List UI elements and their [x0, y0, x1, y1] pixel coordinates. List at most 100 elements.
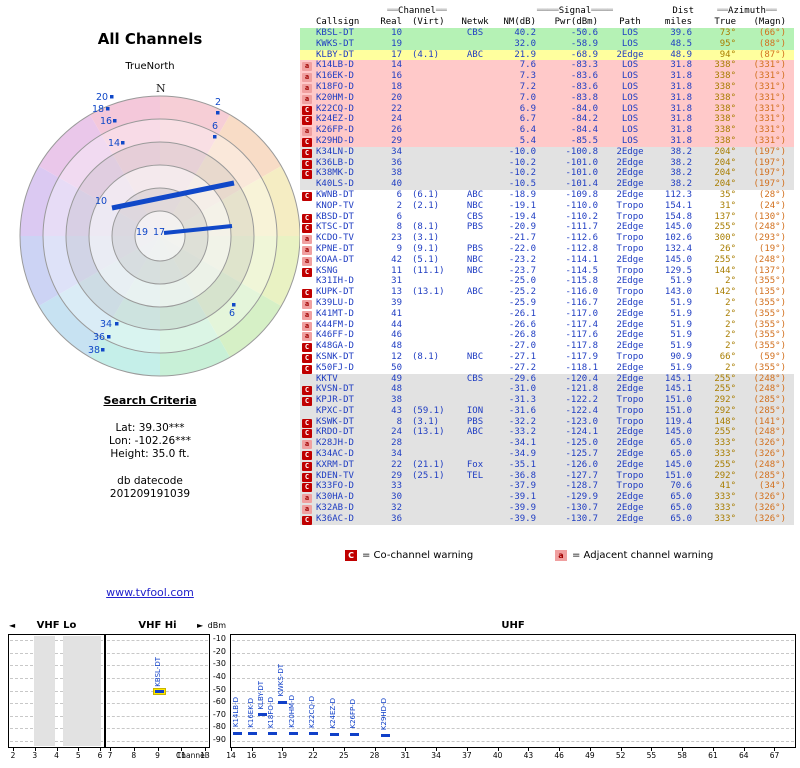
nm-db-cell: -34.9	[508, 449, 536, 460]
warning-marker-cell: C	[300, 384, 314, 396]
warning-marker-cell: C	[300, 158, 314, 170]
azimuth-group-header: ══Azimuth══	[717, 6, 777, 16]
azimuth-true-cell: 338°	[714, 114, 736, 125]
azimuth-magn-cell: (331°)	[753, 103, 786, 114]
callsign-cell: KDEN-TV	[316, 470, 354, 481]
channel-tick-label: 22	[308, 751, 318, 760]
channel-tick-label: 43	[523, 751, 534, 760]
virtual-channel-cell: (6.1)	[412, 189, 440, 200]
channel-tick-label: 6	[97, 751, 103, 760]
dbm-tick-label: -30	[212, 659, 226, 669]
distance-cell: 132.4	[664, 243, 692, 254]
radar-ring	[88, 164, 232, 308]
co-channel-warning-icon: C	[302, 343, 312, 353]
nm-db-cell: -21.7	[508, 233, 536, 244]
path-cell: 2Edge	[616, 492, 644, 503]
co-channel-warning-icon: C	[302, 418, 312, 428]
power-cell: -83.8	[570, 92, 598, 103]
channel-tick-mark	[436, 748, 438, 751]
network-cell: ABC	[466, 49, 484, 60]
callsign-cell: K36AC-D	[316, 513, 354, 524]
real-channel-cell: 12	[391, 351, 402, 362]
distance-cell: 70.6	[670, 481, 692, 492]
station-dot	[216, 111, 220, 115]
path-cell: 2Edge	[616, 308, 644, 319]
nm-db-cell: -27.1	[508, 351, 536, 362]
network-cell	[454, 179, 496, 190]
adjacent-channel-warning-icon: a	[302, 299, 312, 309]
azimuth-magn-cell: (331°)	[753, 135, 786, 146]
power-cell: -50.6	[570, 28, 598, 38]
warning-marker-cell: C	[300, 471, 314, 483]
azimuth-magn-cell: (248°)	[753, 459, 786, 470]
channel-tick-mark	[620, 748, 622, 751]
real-channel-cell: 36	[391, 513, 402, 524]
channel-tick-mark	[528, 748, 530, 751]
table-row: C K50FJ-D 50 -27.2 -118.1 2Edge 51.9 2° (355°)	[300, 362, 794, 374]
table-row: C KPJR-DT 38 -31.3 -122.2 Tropo 151.0 292° (285°…	[300, 395, 794, 407]
azimuth-magn-cell: (248°)	[753, 222, 786, 233]
signal-path-line	[163, 224, 233, 235]
real-channel-cell: 20	[391, 92, 402, 103]
dbm-gridline	[232, 715, 794, 717]
channel-tick-label: 46	[554, 751, 564, 760]
channel-tick-mark	[682, 748, 684, 751]
nm-db-cell: 6.4	[519, 125, 536, 136]
nm-db-cell: -22.0	[508, 243, 536, 254]
co-channel-legend: C = Co-channel warning	[345, 550, 473, 561]
channel-tick-label: 5	[75, 751, 81, 760]
table-row: C K48GA-D 48 -27.0 -117.8 2Edge 51.9 2° (355°)	[300, 341, 794, 353]
callsign-cell: KPJR-DT	[316, 395, 354, 406]
virtual-channel-cell: (13.1)	[412, 427, 445, 438]
nm-db-cell: -27.2	[508, 362, 536, 373]
azimuth-magn-cell: (24°)	[758, 200, 786, 211]
azimuth-true-cell: 338°	[714, 103, 736, 114]
nm-db-cell: -31.0	[508, 384, 536, 395]
power-cell: -120.4	[565, 373, 598, 384]
callsign-cell: K18FO-D	[316, 81, 354, 92]
virtual-channel-cell: (3.1)	[412, 416, 440, 427]
co-channel-warning-icon: C	[345, 550, 357, 561]
power-cell: -122.2	[565, 395, 598, 406]
table-row: a K30HA-D 30 -39.1 -129.9 2Edge 65.0 333° (326°)	[300, 492, 794, 504]
callsign-cell: K41MT-D	[316, 308, 354, 319]
azimuth-magn-cell: (28°)	[758, 189, 786, 200]
real-channel-cell: 34	[391, 146, 402, 157]
tvfool-link[interactable]: www.tvfool.com	[106, 586, 194, 599]
station-dot	[121, 141, 125, 145]
warning-marker-cell: C	[300, 222, 314, 234]
path-cell: Tropo	[616, 470, 644, 481]
channel-group-header: ══Channel══	[387, 6, 447, 16]
height-value: Height: 35.0 ft.	[110, 448, 190, 460]
callsign-cell: K33FO-D	[316, 481, 354, 492]
nm-db-cell: -37.9	[508, 481, 536, 492]
dbm-gridline	[232, 728, 794, 730]
callsign-cell: KPXC-DT	[316, 405, 354, 416]
dbm-gridline	[10, 665, 103, 667]
adjacent-channel-warning-icon: a	[302, 332, 312, 342]
real-channel-cell: 13	[391, 287, 402, 298]
network-cell: CBS	[466, 28, 484, 38]
callsign-cell: KSWK-DT	[316, 416, 354, 427]
channel-tick-mark	[282, 748, 284, 751]
path-cell: Tropo	[616, 287, 644, 298]
warning-marker-cell: a	[300, 330, 314, 342]
dbm-gridline	[10, 703, 103, 705]
channel-tick-mark	[589, 748, 591, 751]
power-cell: -117.6	[565, 330, 598, 341]
co-channel-warning-icon: C	[302, 105, 312, 115]
callsign-cell: KPNE-DT	[316, 243, 354, 254]
network-cell: ABC	[466, 427, 484, 438]
callsign-cell: KNOP-TV	[316, 200, 354, 211]
path-cell: LOS	[621, 92, 639, 103]
network-cell: TEL	[466, 470, 484, 481]
adjacent-channel-legend-text: = Adjacent channel warning	[572, 550, 714, 561]
dbm-gridline	[10, 652, 103, 654]
channel-tick-label: 55	[646, 751, 657, 760]
warning-marker-cell: C	[300, 449, 314, 461]
path-cell: LOS	[621, 60, 639, 71]
table-row: C KSWK-DT 8 (3.1) PBS -32.2 -123.0 Tropo 119.4 14…	[300, 416, 794, 428]
azimuth-magn-cell: (88°)	[758, 38, 786, 49]
warning-marker-cell: C	[300, 114, 314, 126]
distance-cell: 112.3	[664, 189, 692, 200]
